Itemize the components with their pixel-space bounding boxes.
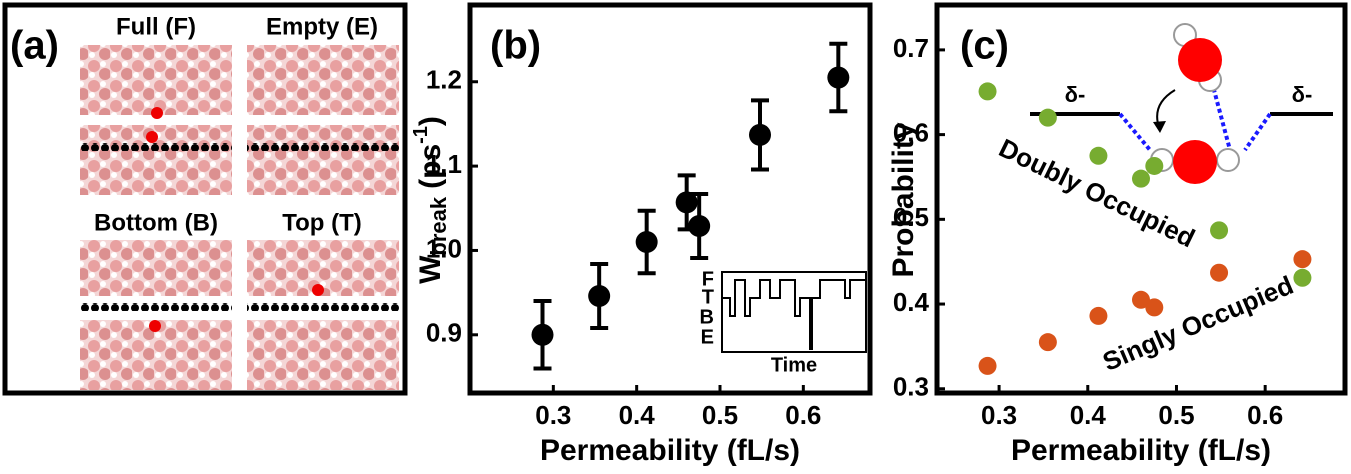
- y-axis-label: Probability: [887, 122, 920, 277]
- marker: [635, 231, 658, 254]
- marker: [1293, 250, 1312, 269]
- y-tick-label: 1.1: [426, 149, 462, 179]
- panel-label: (a): [10, 24, 59, 68]
- y-tick-label: 0.5: [893, 202, 929, 232]
- snapshot-label: Empty (E): [266, 13, 378, 40]
- marker: [978, 356, 997, 375]
- snapshot-images: [80, 45, 399, 390]
- y-label-sub: break: [426, 196, 451, 255]
- inset-level: E: [701, 326, 714, 348]
- series-label: Singly Occupied: [1098, 270, 1297, 377]
- marker: [1038, 333, 1057, 352]
- marker: [978, 82, 997, 101]
- plot-frame: [934, 2, 1348, 396]
- inset-level: B: [700, 306, 714, 328]
- marker: [688, 214, 711, 237]
- snapshot-label: Bottom (B): [94, 209, 218, 236]
- inset-x-label: Time: [771, 354, 817, 376]
- x-tick-label: 0.5: [702, 400, 738, 430]
- marker: [1210, 221, 1229, 240]
- marker: [749, 123, 771, 146]
- x-tick-label: 0.3: [535, 400, 571, 430]
- x-tick-label: 0.4: [1070, 400, 1107, 430]
- y-axis-label: Wbreak (ps-1): [410, 116, 451, 284]
- panel-label: (b): [490, 24, 541, 68]
- marker: [1038, 108, 1057, 127]
- x-axis-label: Permeability (fL/s): [1011, 434, 1271, 467]
- y-tick-label: 0.7: [893, 33, 929, 63]
- marker: [1145, 298, 1164, 317]
- charge-annotation: δ-: [1292, 82, 1313, 107]
- x-tick-label: 0.4: [619, 400, 656, 430]
- inset-level: F: [702, 268, 714, 290]
- x-tick-label: 0.6: [1247, 400, 1283, 430]
- y-label-sup: -1: [410, 126, 432, 144]
- marker: [531, 323, 554, 346]
- charge-annotation: δ-: [1065, 82, 1086, 107]
- y-label-main: W: [414, 255, 447, 284]
- x-tick-label: 0.6: [785, 400, 821, 430]
- marker: [1132, 169, 1150, 188]
- marker: [827, 66, 850, 89]
- inset: [721, 271, 867, 353]
- y-label-unit: (ps: [414, 144, 447, 189]
- inset-level: T: [702, 286, 714, 308]
- marker: [675, 191, 698, 214]
- y-tick-label: 1.0: [426, 233, 462, 263]
- snapshot-label: Full (F): [116, 13, 196, 40]
- plot-frame: [467, 2, 873, 396]
- y-tick-label: 0.4: [893, 287, 930, 317]
- x-tick-label: 0.5: [1158, 400, 1194, 430]
- snapshot-label: Top (T): [282, 209, 362, 236]
- y-tick-label: 1.2: [426, 65, 462, 95]
- marker: [1089, 306, 1108, 325]
- marker: [588, 285, 611, 307]
- y-tick-label: 0.6: [893, 117, 929, 147]
- y-tick-label: 0.9: [426, 318, 462, 348]
- y-tick-label: 0.3: [893, 372, 929, 402]
- marker: [1210, 263, 1229, 282]
- marker: [1132, 290, 1150, 309]
- x-tick-label: 0.3: [981, 400, 1017, 430]
- marker: [1293, 268, 1312, 287]
- marker: [1145, 156, 1164, 175]
- panel-frame: [2, 2, 408, 396]
- panel-label: (c): [960, 24, 1009, 68]
- marker: [1089, 146, 1108, 165]
- x-axis-label: Permeability (fL/s): [540, 434, 800, 467]
- y-label-close: ): [414, 116, 447, 126]
